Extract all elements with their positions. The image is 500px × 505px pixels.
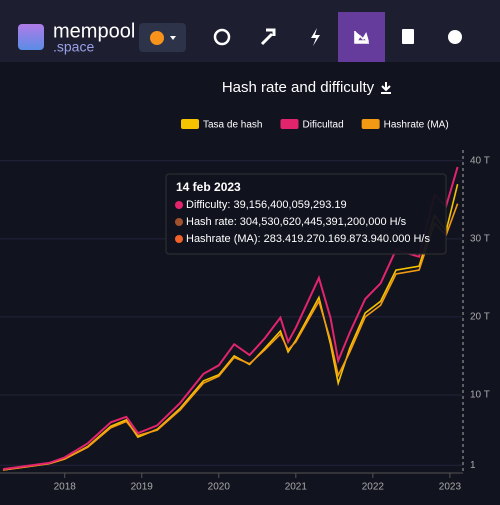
x-tick-label: 2022 — [362, 482, 385, 493]
nav-mining[interactable] — [260, 28, 276, 46]
tooltip-dot — [175, 218, 183, 226]
y-tick-label: 10 T — [470, 390, 490, 401]
download-button[interactable] — [381, 82, 391, 94]
y-tick-label: 40 T — [470, 155, 490, 166]
tooltip-dot — [175, 201, 183, 209]
y-tick-label: 1 — [470, 460, 476, 471]
tooltip-box — [165, 173, 447, 255]
tooltip-line: Hashrate (MA): 283.419.270.169.873.940.0… — [186, 233, 430, 245]
legend-swatch — [280, 119, 299, 129]
x-tick-label: 2023 — [439, 482, 462, 493]
x-tick-label: 2019 — [131, 482, 154, 493]
chart-title: Hash rate and difficulty — [222, 79, 375, 96]
nav-graphs-icon — [354, 31, 370, 44]
logo-icon[interactable] — [18, 24, 44, 50]
nav-docs[interactable] — [402, 29, 414, 44]
series-line — [2, 166, 459, 471]
y-tick-label: 30 T — [470, 233, 490, 244]
nav-dashboard[interactable] — [213, 28, 231, 46]
nav-lightning[interactable] — [311, 28, 320, 46]
logo-subtext: .space — [53, 39, 94, 55]
y-tick-label: 20 T — [470, 312, 490, 323]
header-bar — [0, 0, 500, 62]
x-tick-label: 2021 — [285, 482, 308, 493]
tooltip-date: 14 feb 2023 — [176, 180, 241, 194]
legend-swatch — [361, 119, 380, 129]
dropdown-caret — [170, 36, 176, 40]
tooltip-line: Difficulty: 39,156,400,059,293.19 — [186, 199, 347, 211]
logo-text[interactable]: mempool — [53, 20, 135, 42]
x-tick-label: 2018 — [54, 482, 77, 493]
tooltip-dot — [175, 235, 183, 243]
tooltip-line: Hash rate: 304,530,620,445,391,200,000 H… — [186, 216, 407, 228]
x-tick-label: 2020 — [208, 482, 231, 493]
series-line — [2, 203, 459, 471]
legend-label[interactable]: Hashrate (MA) — [384, 120, 449, 131]
legend-label[interactable]: Dificultad — [303, 120, 344, 131]
series-line — [2, 184, 459, 471]
nav-about[interactable] — [448, 30, 462, 44]
legend-swatch — [181, 119, 199, 129]
legend-label[interactable]: Tasa de hash — [203, 120, 263, 131]
bitcoin-icon — [150, 31, 164, 45]
